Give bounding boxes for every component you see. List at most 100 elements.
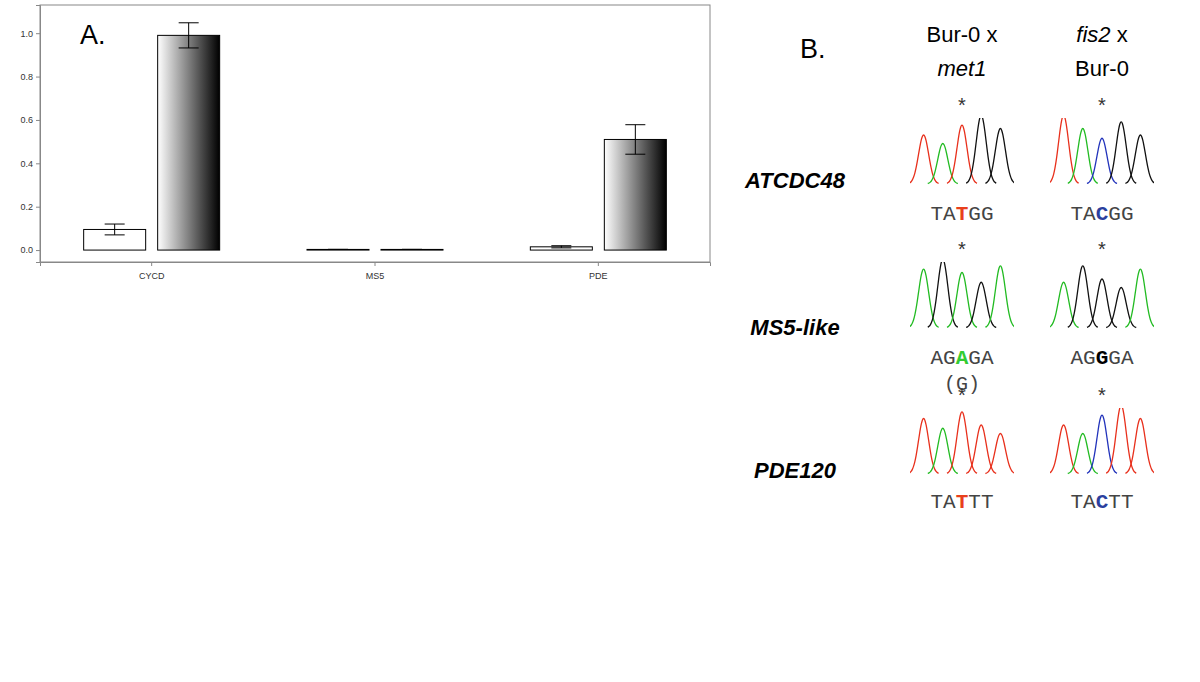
error-bar [625,125,645,154]
chromatogram-peak [985,266,1014,327]
chromatogram-peak [985,434,1014,474]
sequence: TATTT [930,491,993,514]
y-tick-label: 0.2 [20,202,33,212]
x-tick-label: CYCD [139,271,165,281]
asterisk: * [958,384,966,406]
sequence-part: TA [1070,203,1096,226]
y-tick-mark [36,250,40,251]
chromatogram-peak [1050,282,1079,327]
y-axis-line [36,6,41,263]
sequence: AGGGA [1070,347,1133,370]
sequence: AGAGA [930,347,993,370]
chromatogram [910,262,1014,327]
y-tick: 0.2 [20,202,40,212]
column-header-part: Bur-0 x [927,22,998,47]
x-tick: PDE [589,262,608,281]
y-axis: 0.0 0.2 0.4 0.6 0.8 1.0 [20,6,40,263]
sequence-part: GG [968,203,993,226]
column-header-part: Bur-0 [1075,56,1129,81]
error-bar [179,23,199,48]
y-tick: 0.4 [20,159,40,169]
plot-area [84,23,667,250]
chromatogram-peak [985,128,1014,183]
sequence-part: C [1096,491,1109,514]
error-bar [551,246,571,248]
chromatogram-peak [1125,269,1154,327]
y-tick-mark [36,207,40,208]
y-tick-label: 1.0 [20,29,33,39]
bar [381,249,443,251]
bar [158,35,220,250]
column-header-part: met1 [938,56,987,81]
sequence: TACTT [1070,491,1133,514]
panel-label: B. [800,34,826,64]
chromatogram-peak [1125,135,1154,183]
column-header-part: x [1111,22,1128,47]
asterisk: * [1098,384,1106,406]
bar [307,249,369,251]
sequence-part: T [956,491,969,514]
column-header-part: fis2 [1076,22,1110,47]
sequence-part: AG [1070,347,1095,370]
gene-label: MS5-like [750,315,839,340]
y-tick: 0.6 [20,115,40,125]
chromatogram-peak [1068,434,1098,474]
x-axis-line [41,263,711,267]
sequence-part: TT [1108,491,1133,514]
chromatogram [1050,408,1154,474]
chromatogram-peak [947,125,977,183]
plot-frame [40,5,710,262]
column-header: met1 [938,56,987,81]
x-tick-mark [598,262,599,266]
chromatogram-peak [910,269,939,327]
chromatogram [910,118,1014,184]
asterisk: * [1098,238,1106,260]
x-tick-mark [151,262,152,266]
y-tick-label: 0.8 [20,72,33,82]
sequence-part: TA [1070,491,1096,514]
y-tick-label: 0.4 [20,159,33,169]
error-bar [328,249,348,250]
sequence-part: T [956,203,969,226]
x-axis: CYCD MS5 PDE [41,262,711,281]
x-tick: MS5 [366,262,385,281]
column-header: Bur-0 [1075,56,1129,81]
x-tick: CYCD [139,262,165,281]
panel-label: A. [80,20,106,50]
asterisk: * [1098,94,1106,116]
y-tick: 0.8 [20,72,40,82]
y-tick-mark [36,120,40,121]
asterisk: * [958,238,966,260]
sequence-part: A [956,347,969,370]
sequence: TATGG [930,203,993,226]
asterisk: * [958,94,966,116]
y-tick-label: 0.6 [20,115,33,125]
y-tick-label: 0.0 [20,245,33,255]
gene-label: ATCDC48 [744,168,846,193]
x-tick-label: PDE [589,271,608,281]
chromatogram-peak [966,282,996,327]
chromatogram-peak [1087,138,1117,183]
y-tick-mark [36,77,40,78]
chromatogram-peak [928,144,958,184]
sequence-part: GA [968,347,994,370]
sequence-part: G [1096,347,1109,370]
sequence-part: GA [1108,347,1134,370]
y-tick: 1.0 [20,29,40,39]
sequence-part: TA [930,203,956,226]
sequence-part: TT [968,491,993,514]
figure: 0.0 0.2 0.4 0.6 0.8 1.0 CYCD MS5 PDE A. B. Bur-0 x m… [0,0,1200,682]
y-tick: 0.0 [20,245,40,255]
sequence-part: AG [930,347,955,370]
error-bar [105,224,125,235]
bar [604,139,666,250]
chromatogram-peak [928,428,958,473]
x-tick-mark [375,262,376,266]
column-header: fis2 x [1076,22,1127,47]
chromatogram-peak [1087,415,1117,473]
chromatogram [1050,266,1154,328]
error-bar [402,249,422,250]
column-header: Bur-0 x [927,22,998,47]
chromatogram-peak [1050,118,1079,183]
sequence-part: C [1096,203,1109,226]
